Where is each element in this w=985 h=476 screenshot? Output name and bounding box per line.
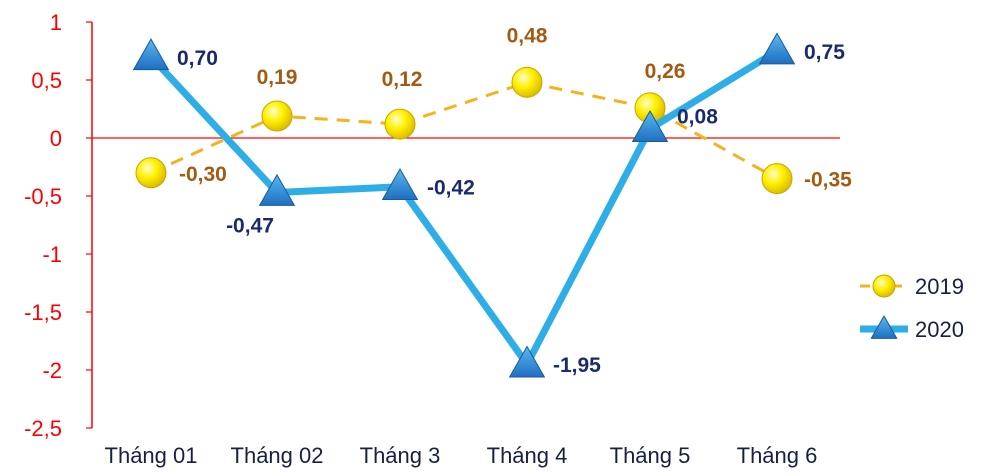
data-label-2020: 0,70: [177, 47, 218, 70]
data-label-2019: 0,48: [507, 24, 548, 47]
point-2019: [511, 66, 543, 98]
data-labels: -0,30 0,19 0,12 0,48 0,26 -0,35 0,70 -0,47 -0,42…: [177, 24, 852, 377]
y-tick-label: -0,5: [24, 184, 62, 209]
x-tick-label: Tháng 3: [360, 443, 441, 468]
data-label-2019: 0,26: [645, 60, 686, 83]
point-2020: [132, 38, 170, 71]
point-2020: [508, 345, 546, 378]
data-label-2019: 0,19: [257, 66, 298, 89]
data-label-2020: -1,95: [553, 354, 601, 377]
point-2020: [381, 168, 419, 201]
point-2020: [258, 173, 296, 206]
point-2019: [135, 157, 167, 189]
data-label-2020: -0,47: [226, 215, 274, 238]
y-tick-label: -1: [42, 242, 62, 267]
x-tick-label: Tháng 4: [487, 443, 568, 468]
y-tick-label: 1: [50, 10, 62, 35]
x-tick-label: Tháng 6: [737, 443, 818, 468]
data-label-2020: -0,42: [427, 177, 475, 200]
data-label-2019: -0,30: [179, 163, 227, 186]
legend-label-2019: 2019: [915, 274, 964, 299]
y-tick-label: -2: [42, 358, 62, 383]
point-2020: [631, 110, 669, 143]
data-label-2019: -0,35: [804, 169, 852, 192]
x-tick-label: Tháng 02: [231, 443, 324, 468]
x-tick-label: Tháng 5: [610, 443, 691, 468]
series-layer: [132, 32, 796, 378]
data-label-2020: 0,75: [804, 41, 845, 64]
x-tick-label: Tháng 01: [105, 443, 198, 468]
series-line-2019: [150, 80, 778, 180]
legend-marker-2019: [872, 274, 896, 298]
data-label-2020: 0,08: [677, 106, 718, 129]
y-tick-label: 0: [50, 126, 62, 151]
point-2019: [384, 108, 416, 140]
point-2019: [761, 163, 793, 195]
legend: 2019 2020: [860, 274, 964, 342]
legend-marker-2020: [870, 315, 898, 339]
point-2020: [758, 32, 796, 65]
y-tick-label: -1,5: [24, 300, 62, 325]
y-tick-label: 0,5: [31, 68, 62, 93]
series-line-2020: [148, 48, 779, 368]
axes: 1 0,5 0 -0,5 -1 -1,5 -2 -2,5 Tháng 01 Tháng 02 Thá…: [24, 10, 840, 468]
legend-label-2020: 2020: [915, 317, 964, 342]
y-tick-label: -2,5: [24, 416, 62, 441]
data-label-2019: 0,12: [382, 68, 423, 91]
point-2019: [261, 100, 293, 132]
